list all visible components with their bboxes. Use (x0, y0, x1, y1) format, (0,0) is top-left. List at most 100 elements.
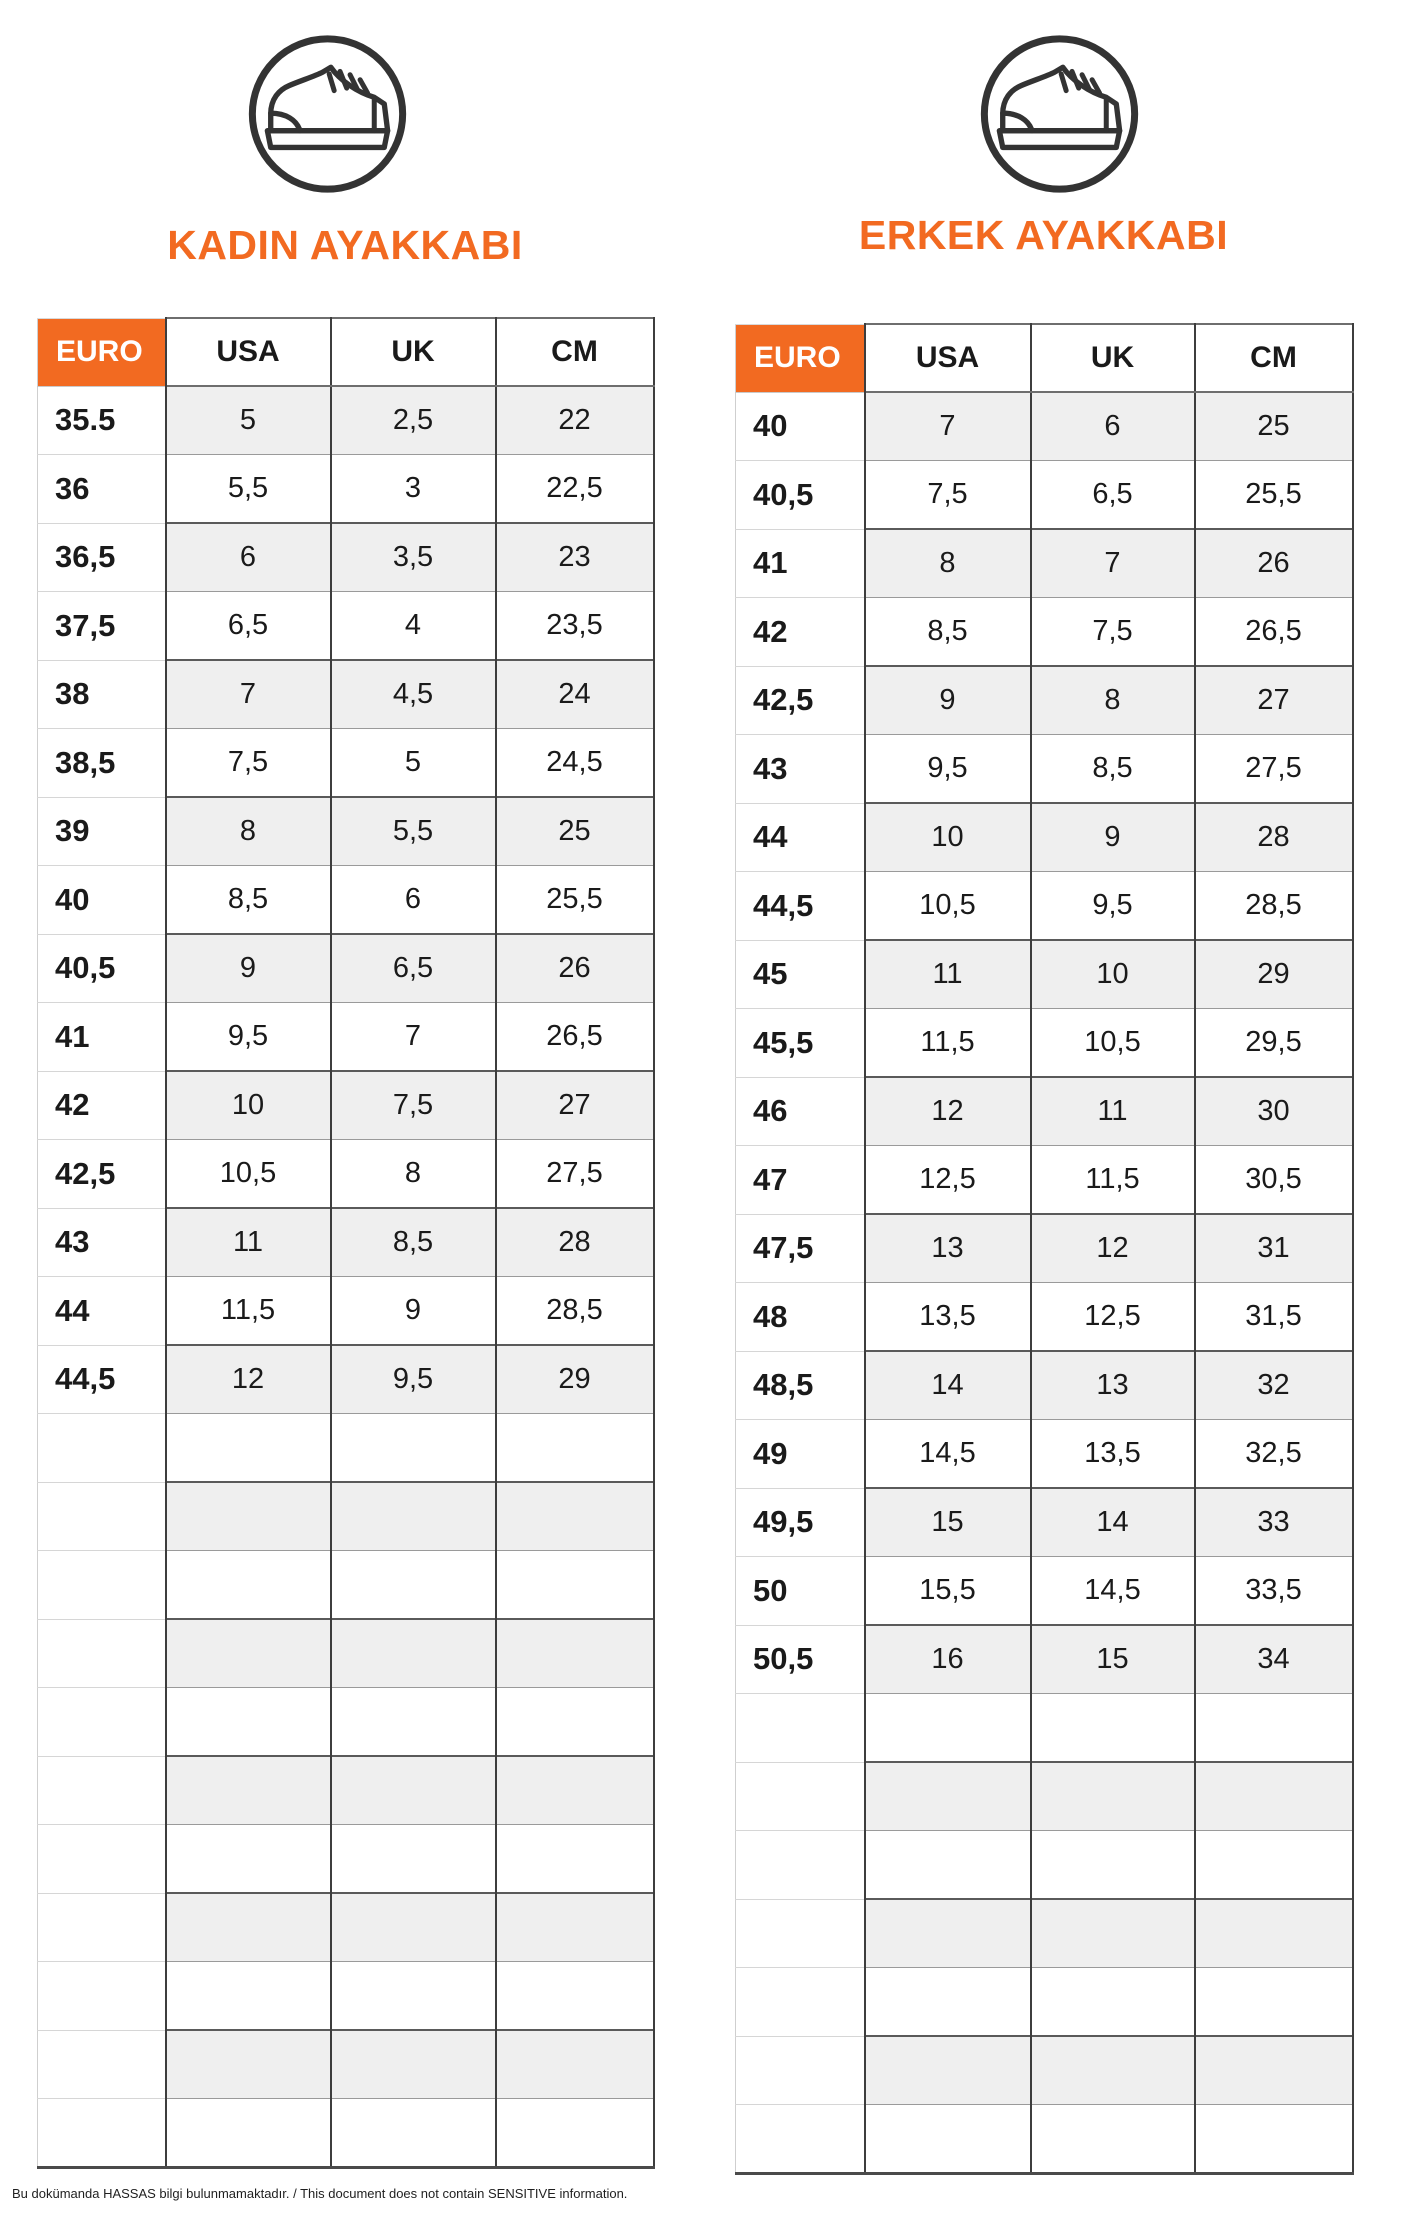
table-row: 47,5 13 12 31 (735, 1213, 1354, 1283)
euro-size-cell: 40,5 (37, 933, 167, 1003)
size-value-cell: 15 (1030, 1624, 1196, 1694)
euro-size-cell: 49,5 (735, 1487, 866, 1557)
size-value-cell: 30 (1194, 1076, 1354, 1146)
table-row: 49,5 15 14 33 (735, 1487, 1354, 1557)
size-value-cell (1030, 1693, 1196, 1763)
size-value-cell: 9,5 (165, 1002, 332, 1072)
euro-size-cell (37, 1687, 167, 1757)
table-row (735, 1967, 1354, 2037)
size-value-cell (864, 1693, 1032, 1763)
size-value-cell (165, 1755, 332, 1825)
euro-size-cell: 45,5 (735, 1008, 866, 1078)
size-value-cell (165, 1550, 332, 1620)
size-value-cell: 28,5 (1194, 871, 1354, 941)
table-row (37, 1687, 655, 1757)
size-value-cell: 12 (864, 1076, 1032, 1146)
euro-size-cell: 44,5 (37, 1344, 167, 1414)
table-row (37, 1413, 655, 1483)
euro-size-cell: 43 (37, 1207, 167, 1277)
table-row (735, 2035, 1354, 2105)
size-value-cell (165, 1961, 332, 2031)
size-value-cell (864, 2035, 1032, 2105)
euro-size-cell: 42,5 (37, 1139, 167, 1209)
euro-size-cell (735, 1967, 866, 2037)
size-value-cell (495, 1687, 655, 1757)
euro-size-cell: 44,5 (735, 871, 866, 941)
euro-size-cell (37, 1892, 167, 1962)
size-value-cell: 7 (864, 391, 1032, 461)
size-value-cell: 11 (165, 1207, 332, 1277)
size-value-cell: 9 (330, 1276, 497, 1346)
size-value-cell (495, 1824, 655, 1894)
size-value-cell: 9 (864, 665, 1032, 735)
table-row: 48,5 14 13 32 (735, 1350, 1354, 1420)
euro-size-cell: 46 (735, 1076, 866, 1146)
euro-size-cell: 40 (37, 865, 167, 935)
size-value-cell: 8,5 (330, 1207, 497, 1277)
size-value-cell (1030, 1967, 1196, 2037)
size-value-cell: 4 (330, 591, 497, 661)
size-value-cell: 25,5 (1194, 460, 1354, 530)
size-value-cell: 34 (1194, 1624, 1354, 1694)
size-value-cell: 28 (495, 1207, 655, 1277)
size-value-cell: 23 (495, 522, 655, 592)
size-value-cell: 29,5 (1194, 1008, 1354, 1078)
table-row (735, 2104, 1354, 2175)
table-row: 41 9,5 7 26,5 (37, 1002, 655, 1072)
euro-size-cell (735, 2035, 866, 2105)
euro-size-cell: 45 (735, 939, 866, 1009)
size-value-cell: 8 (1030, 665, 1196, 735)
size-value-cell: 11,5 (165, 1276, 332, 1346)
euro-size-cell: 42 (37, 1070, 167, 1140)
size-value-cell: 32,5 (1194, 1419, 1354, 1489)
size-value-cell: 14 (1030, 1487, 1196, 1557)
size-value-cell (1194, 1967, 1354, 2037)
column-header-cm: CM (495, 317, 655, 387)
euro-size-cell: 50 (735, 1556, 866, 1626)
table-row: 40 8,5 6 25,5 (37, 865, 655, 935)
table-row: 43 9,5 8,5 27,5 (735, 734, 1354, 804)
size-value-cell: 29 (1194, 939, 1354, 1009)
size-value-cell (1030, 2104, 1196, 2175)
size-value-cell: 31 (1194, 1213, 1354, 1283)
size-value-cell: 3,5 (330, 522, 497, 592)
size-value-cell: 7,5 (165, 728, 332, 798)
table-row (735, 1693, 1354, 1763)
size-value-cell (330, 1824, 497, 1894)
size-value-cell: 5,5 (330, 796, 497, 866)
size-value-cell: 14 (864, 1350, 1032, 1420)
table-row: 38 7 4,5 24 (37, 659, 655, 729)
euro-size-cell: 36,5 (37, 522, 167, 592)
size-value-cell: 7,5 (330, 1070, 497, 1140)
size-value-cell: 7 (330, 1002, 497, 1072)
size-value-cell (1030, 1761, 1196, 1831)
table-row (37, 1961, 655, 2031)
size-value-cell: 6,5 (1030, 460, 1196, 530)
size-value-cell: 29 (495, 1344, 655, 1414)
table-row: 36 5,5 3 22,5 (37, 454, 655, 524)
euro-size-cell (735, 1693, 866, 1763)
size-value-cell (165, 1687, 332, 1757)
men-size-table: EURO USA UK CM 40 7 6 25 40,5 7,5 6,5 25,5 41 8 7 26 42 8… (735, 323, 1354, 2175)
table-row (735, 1761, 1354, 1831)
table-row: 43 11 8,5 28 (37, 1207, 655, 1277)
euro-size-cell (37, 1618, 167, 1688)
euro-size-cell (735, 1761, 866, 1831)
table-row (37, 2098, 655, 2169)
column-header-uk: UK (1030, 323, 1196, 393)
table-row: 46 12 11 30 (735, 1076, 1354, 1146)
size-value-cell (165, 2029, 332, 2099)
size-value-cell: 10,5 (1030, 1008, 1196, 1078)
size-value-cell: 8 (330, 1139, 497, 1209)
size-value-cell: 10 (165, 1070, 332, 1140)
women-size-table: EURO USA UK CM 35.5 5 2,5 22 36 5,5 3 22,5 36,5 6 3,5 2… (37, 317, 655, 2169)
size-value-cell (1194, 2035, 1354, 2105)
euro-size-cell (37, 1481, 167, 1551)
size-value-cell (495, 2098, 655, 2169)
euro-size-cell (37, 2029, 167, 2099)
size-value-cell: 12 (165, 1344, 332, 1414)
table-row: 40,5 9 6,5 26 (37, 933, 655, 1003)
column-header-uk: UK (330, 317, 497, 387)
size-value-cell: 6 (1030, 391, 1196, 461)
table-row: 42,5 10,5 8 27,5 (37, 1139, 655, 1209)
